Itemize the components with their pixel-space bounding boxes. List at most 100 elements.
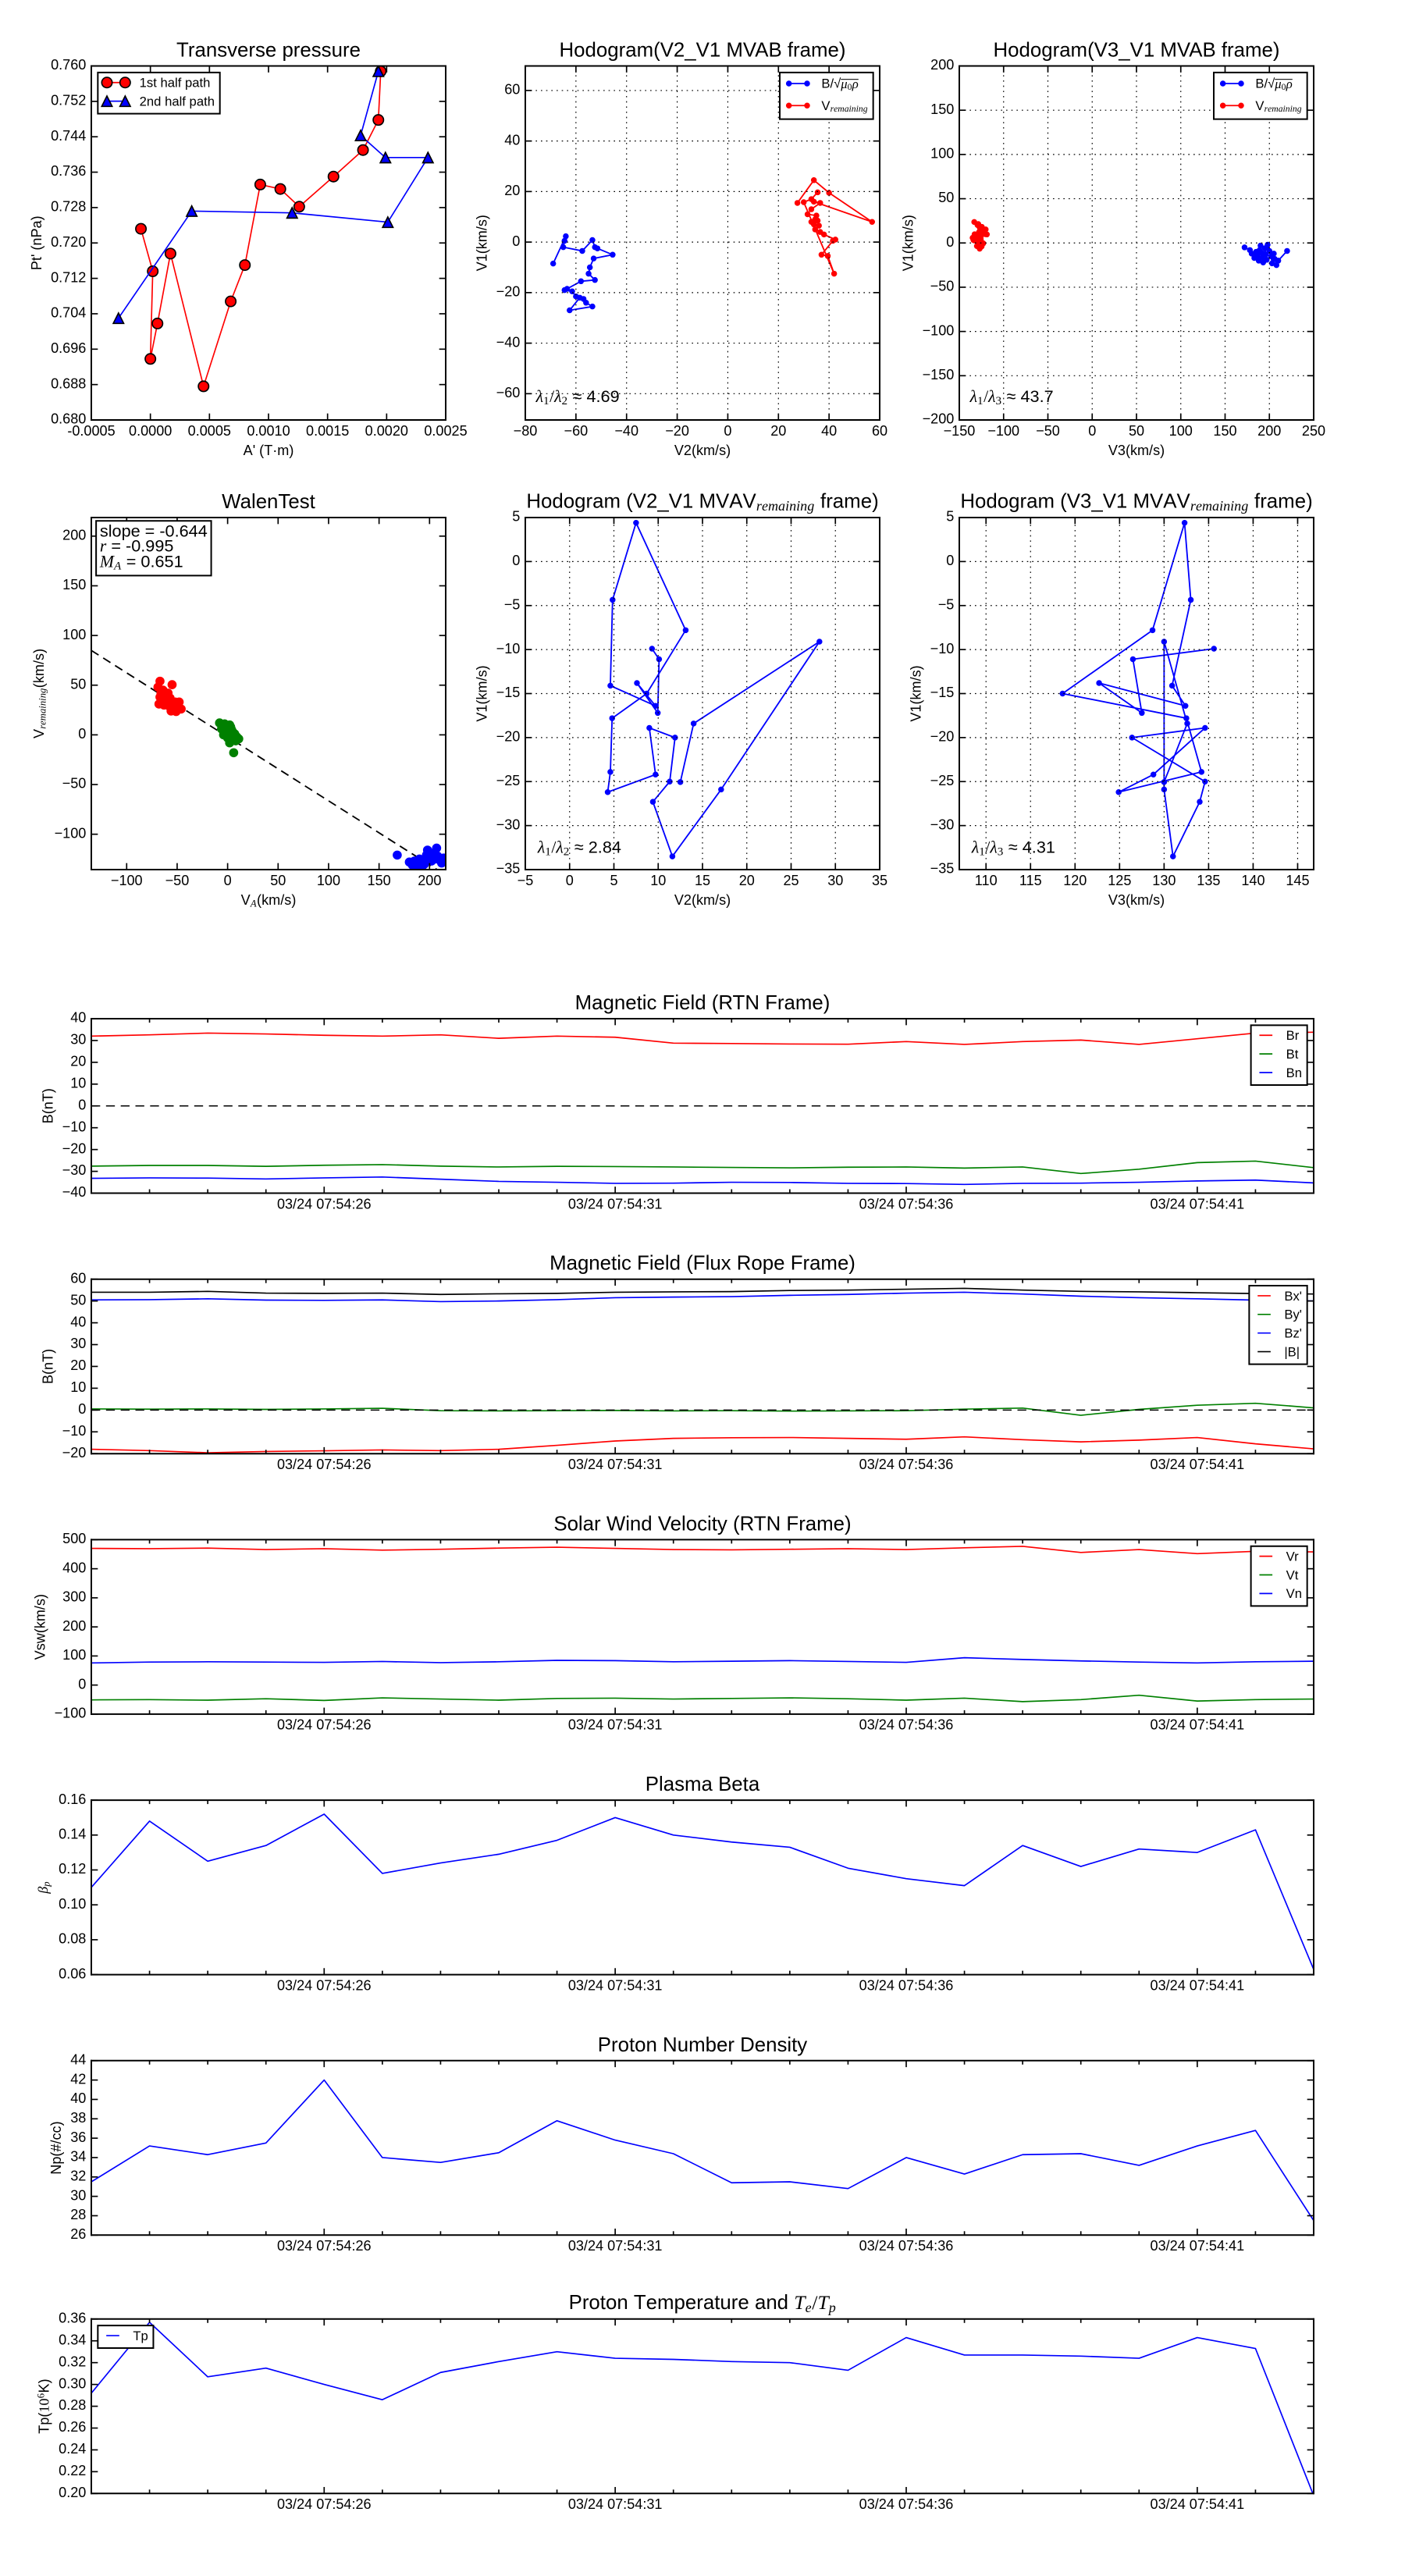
svg-text:0: 0 [566,873,574,888]
svg-text:0.36: 0.36 [59,2310,86,2325]
svg-text:0: 0 [78,1097,86,1112]
svg-text:−15: −15 [496,685,521,700]
svg-text:B / √ μ: B / √ μ ρ 0 [1255,69,1297,93]
svg-text:Plasma Beta: Plasma Beta [646,1774,760,1795]
svg-text:0: 0 [946,553,954,568]
svg-text:0: 0 [78,726,86,742]
svg-text:44: 44 [70,2051,86,2067]
svg-text:Transverse pressure: Transverse pressure [176,40,361,62]
svg-text:0.688: 0.688 [51,375,86,391]
svg-text:0: 0 [724,423,731,439]
svg-text:130: 130 [1152,873,1176,888]
svg-text:Vt: Vt [1286,1567,1299,1582]
svg-text:λ λ 1 2: λ λ 1 2 / ≈ 2 . 8 4 [537,834,621,859]
svg-text:−50: −50 [930,279,955,294]
svg-text:V1(km/s): V1(km/s) [909,665,924,721]
svg-text:slope = -0.644: slope = -0.644 [100,521,208,541]
svg-text:Vr: Vr [1286,1549,1299,1564]
svg-text:5: 5 [946,509,954,525]
svg-text:−50: −50 [62,776,87,792]
svg-text:03/24 07:54:41: 03/24 07:54:41 [1151,1196,1245,1212]
svg-text:03/24 07:54:26: 03/24 07:54:26 [277,2496,372,2512]
svg-text:A' (T·m): A' (T·m) [244,443,294,458]
svg-text:28: 28 [70,2207,86,2222]
svg-text:0.744: 0.744 [51,128,86,144]
svg-text:115: 115 [1019,873,1042,888]
svg-text:0.0020: 0.0020 [365,423,408,439]
svg-text:03/24 07:54:36: 03/24 07:54:36 [859,2238,954,2254]
svg-text:5: 5 [610,873,617,888]
svg-text:400: 400 [62,1560,86,1575]
svg-text:110: 110 [975,873,998,888]
svg-text:200: 200 [1257,423,1281,439]
svg-text:0: 0 [512,233,520,249]
svg-text:150: 150 [62,577,86,592]
svg-text:20: 20 [70,1357,86,1373]
svg-text:Magnetic Field (RTN Frame): Magnetic Field (RTN Frame) [575,992,831,1014]
svg-text:500: 500 [62,1531,86,1546]
svg-text:−40: −40 [62,1184,87,1200]
svg-text:−10: −10 [930,641,955,656]
svg-text:36: 36 [70,2129,86,2145]
svg-text:−5: −5 [518,873,534,888]
svg-text:0.704: 0.704 [51,305,86,321]
svg-text:|B|: |B| [1284,1344,1300,1359]
svg-text:03/24 07:54:31: 03/24 07:54:31 [568,1457,663,1472]
svg-text:0.0005: 0.0005 [188,423,231,439]
svg-text:0: 0 [946,234,954,250]
svg-text:−100: −100 [987,423,1019,439]
svg-text:20: 20 [70,1054,86,1069]
svg-text:Vn: Vn [1286,1586,1302,1601]
svg-text:Bz': Bz' [1284,1326,1302,1341]
svg-text:300: 300 [62,1589,86,1605]
svg-text:Hodogram(V3_V1 MVAB frame): Hodogram(V3_V1 MVAB frame) [993,40,1279,62]
svg-text:120: 120 [1063,873,1087,888]
svg-text:B / √ μ: B / √ μ ρ 0 [821,69,863,93]
svg-text:Vsw(km/s): Vsw(km/s) [33,1594,48,1660]
svg-text:20: 20 [770,423,786,439]
svg-text:0.32: 0.32 [59,2354,86,2369]
svg-text:1st half path: 1st half path [140,76,211,91]
svg-text:60: 60 [70,1270,86,1286]
svg-text:−5: −5 [504,596,521,612]
svg-text:−150: −150 [944,423,976,439]
svg-text:−20: −20 [496,729,521,745]
svg-text:10: 10 [650,873,666,888]
svg-text:100: 100 [930,146,954,162]
svg-text:100: 100 [62,627,86,642]
svg-text:M A =: M A = 0 . 6 5 1 [99,549,183,575]
svg-text:-0.0005: -0.0005 [67,423,115,439]
svg-text:−60: −60 [496,385,521,400]
svg-text:0.680: 0.680 [51,411,86,427]
svg-text:0.720: 0.720 [51,234,86,250]
svg-text:−30: −30 [62,1162,87,1178]
svg-text:0: 0 [224,873,232,888]
svg-text:V1(km/s): V1(km/s) [475,665,490,721]
svg-text:03/24 07:54:41: 03/24 07:54:41 [1151,1457,1245,1472]
svg-text:−100: −100 [923,322,955,338]
svg-text:−20: −20 [62,1445,87,1461]
svg-text:0.0025: 0.0025 [424,423,467,439]
svg-text:−15: −15 [930,685,955,700]
svg-text:15: 15 [695,873,710,888]
svg-text:0: 0 [78,1676,86,1692]
svg-text:−30: −30 [496,817,521,832]
svg-text:V3(km/s): V3(km/s) [1108,443,1165,458]
svg-text:0.12: 0.12 [59,1861,86,1877]
svg-text:0.736: 0.736 [51,163,86,179]
svg-text:125: 125 [1108,873,1131,888]
svg-text:−35: −35 [496,861,521,877]
svg-text:−60: −60 [564,423,589,439]
svg-text:−10: −10 [62,1423,87,1439]
svg-text:0.28: 0.28 [59,2397,86,2413]
svg-text:150: 150 [1213,423,1236,439]
svg-text:By': By' [1284,1308,1302,1322]
svg-text:35: 35 [872,873,887,888]
svg-text:03/24 07:54:26: 03/24 07:54:26 [277,2238,372,2254]
svg-text:V r e m: V r e m a i n i n g [1255,91,1302,116]
svg-text:Proton Number Density: Proton Number Density [598,2034,808,2056]
svg-text:0.22: 0.22 [59,2463,86,2478]
svg-text:0.08: 0.08 [59,1931,86,1947]
svg-text:V r e m: V r e m a i n i n g [821,91,868,116]
svg-text:50: 50 [1129,423,1144,439]
